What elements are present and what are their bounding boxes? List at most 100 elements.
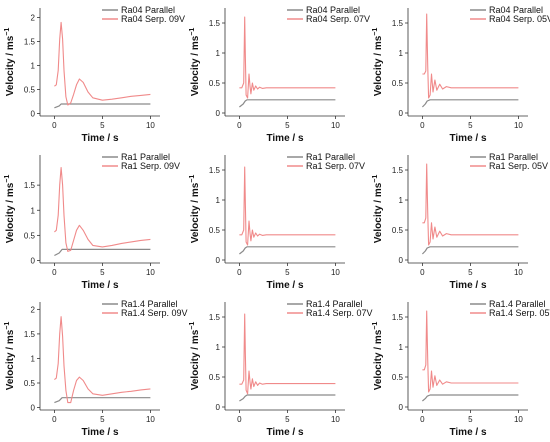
y-tick-label: 0 bbox=[31, 404, 36, 413]
y-tick-label: 1.5 bbox=[24, 38, 36, 47]
chart-panel-1: 0 0.5 1 1.5 2 0 5 10 Time / s Velocity / ms−1 Ra04… bbox=[4, 5, 185, 144]
legend-label: Ra04 Serp. 05V bbox=[489, 14, 550, 24]
y-axis-title: Velocity / ms−1 bbox=[4, 175, 16, 244]
y-axis-title: Velocity / ms−1 bbox=[372, 322, 384, 391]
y-tick-label: 0 bbox=[399, 256, 404, 265]
series-line-parallel bbox=[54, 397, 151, 404]
legend-label: Ra04 Serp. 07V bbox=[306, 14, 370, 24]
series-line-parallel bbox=[422, 394, 519, 402]
y-tick-label: 0.5 bbox=[209, 373, 221, 382]
series-line-serpentine bbox=[54, 167, 151, 252]
y-axis-title: Velocity / ms−1 bbox=[189, 28, 201, 97]
y-axis-title-text: Velocity / ms bbox=[190, 329, 201, 390]
series-line-serpentine bbox=[422, 163, 519, 246]
chart-panel-5: 0 0.5 1 1.5 0 5 10 Time / s Velocity / ms−1 Ra1 P… bbox=[189, 152, 365, 291]
y-axis-title-superscript: −1 bbox=[372, 28, 379, 36]
x-tick-label: 0 bbox=[237, 121, 242, 130]
x-tick-label: 0 bbox=[52, 268, 57, 277]
series-line-parallel bbox=[54, 103, 151, 109]
legend-label: Ra04 Parallel bbox=[489, 5, 543, 15]
series-line-serpentine bbox=[239, 313, 336, 395]
legend-label: Ra1.4 Parallel bbox=[121, 299, 178, 309]
x-axis-title: Time / s bbox=[449, 280, 486, 291]
legend-label: Ra1 Serp. 09V bbox=[121, 161, 180, 171]
y-axis-title-text: Velocity / ms bbox=[373, 329, 384, 390]
y-axis-title-text: Velocity / ms bbox=[190, 35, 201, 96]
x-tick-label: 10 bbox=[146, 121, 155, 130]
legend-label: Ra1.4 Parallel bbox=[489, 299, 546, 309]
y-tick-label: 1.5 bbox=[24, 181, 36, 190]
y-tick-label: 0.5 bbox=[24, 379, 36, 388]
x-tick-label: 0 bbox=[237, 268, 242, 277]
y-tick-label: 1 bbox=[216, 343, 221, 352]
y-axis-title: Velocity / ms−1 bbox=[4, 28, 16, 97]
x-tick-label: 10 bbox=[331, 268, 340, 277]
y-tick-label: 0 bbox=[216, 403, 221, 412]
legend-label: Ra1 Parallel bbox=[489, 152, 538, 162]
legend-label: Ra1 Parallel bbox=[306, 152, 355, 162]
y-axis-title-superscript: −1 bbox=[189, 322, 196, 330]
y-tick-label: 0.5 bbox=[392, 373, 404, 382]
series-line-serpentine bbox=[54, 316, 151, 404]
x-axis-title: Time / s bbox=[266, 133, 303, 144]
x-axis-title: Time / s bbox=[81, 427, 118, 438]
series-line-parallel bbox=[421, 99, 519, 108]
y-tick-label: 0.5 bbox=[24, 231, 36, 240]
x-tick-label: 10 bbox=[331, 415, 340, 424]
y-tick-label: 1 bbox=[31, 354, 36, 363]
y-axis-title: Velocity / ms−1 bbox=[372, 175, 384, 244]
series-line-parallel bbox=[239, 99, 336, 108]
y-axis-title-superscript: −1 bbox=[4, 28, 11, 36]
series-line-parallel bbox=[54, 248, 151, 257]
y-axis-title-superscript: −1 bbox=[372, 322, 379, 330]
x-axis-title: Time / s bbox=[266, 427, 303, 438]
y-tick-label: 1.5 bbox=[209, 313, 221, 322]
chart-panel-7: 0 0.5 1 1.5 2 0 5 10 Time / s Velocity / ms−1 Ra1.… bbox=[4, 299, 188, 438]
y-tick-label: 1.5 bbox=[392, 313, 404, 322]
chart-panel-4: 0 0.5 1 1.5 0 5 10 Time / s Velocity / ms−1 Ra1 P… bbox=[4, 152, 180, 291]
series-line-serpentine bbox=[54, 21, 151, 106]
x-tick-label: 10 bbox=[146, 415, 155, 424]
y-tick-label: 0 bbox=[31, 256, 36, 265]
y-tick-label: 2 bbox=[31, 14, 36, 23]
y-axis-title-text: Velocity / ms bbox=[373, 182, 384, 243]
legend-label: Ra04 Parallel bbox=[121, 5, 175, 15]
y-tick-label: 0.5 bbox=[24, 86, 36, 95]
y-tick-label: 1.5 bbox=[392, 166, 404, 175]
x-tick-label: 5 bbox=[285, 415, 290, 424]
x-tick-label: 5 bbox=[468, 415, 473, 424]
series-line-parallel bbox=[239, 394, 336, 402]
chart-panel-9: 0 0.5 1 1.5 0 5 10 Time / s Velocity / ms−1 Ra1.4… bbox=[372, 299, 550, 438]
y-tick-label: 1 bbox=[399, 196, 404, 205]
x-tick-label: 5 bbox=[100, 268, 105, 277]
x-tick-label: 5 bbox=[468, 121, 473, 130]
x-tick-label: 10 bbox=[514, 268, 523, 277]
x-tick-label: 5 bbox=[285, 268, 290, 277]
legend-label: Ra1.4 Parallel bbox=[306, 299, 363, 309]
y-axis-title-superscript: −1 bbox=[189, 28, 196, 36]
y-tick-label: 0.5 bbox=[209, 79, 221, 88]
y-axis-title-text: Velocity / ms bbox=[5, 182, 16, 243]
x-tick-label: 5 bbox=[285, 121, 290, 130]
y-axis-title-superscript: −1 bbox=[189, 175, 196, 183]
y-axis-title-superscript: −1 bbox=[372, 175, 379, 183]
y-tick-label: 1.5 bbox=[392, 19, 404, 28]
series-line-serpentine bbox=[239, 166, 336, 246]
x-tick-label: 10 bbox=[514, 121, 523, 130]
y-tick-label: 0 bbox=[216, 109, 221, 118]
y-tick-label: 1 bbox=[31, 62, 36, 71]
y-tick-label: 1 bbox=[31, 206, 36, 215]
x-tick-label: 0 bbox=[420, 415, 425, 424]
legend-label: Ra1.4 Serp. 05V bbox=[489, 308, 550, 318]
y-axis-title-text: Velocity / ms bbox=[5, 329, 16, 390]
chart-panel-6: 0 0.5 1 1.5 0 5 10 Time / s Velocity / ms−1 Ra1 P… bbox=[372, 152, 548, 291]
y-axis-title: Velocity / ms−1 bbox=[4, 322, 16, 391]
y-axis-title-superscript: −1 bbox=[4, 322, 11, 330]
chart-panel-2: 0 0.5 1 1.5 0 5 10 Time / s Velocity / ms−1 Ra04 … bbox=[189, 5, 370, 144]
x-tick-label: 10 bbox=[331, 121, 340, 130]
y-tick-label: 0.5 bbox=[392, 226, 404, 235]
x-tick-label: 10 bbox=[514, 415, 523, 424]
chart-panel-3: 0 0.5 1 1.5 0 5 10 Time / s Velocity / ms−1 Ra04 … bbox=[372, 5, 550, 144]
y-tick-label: 2 bbox=[31, 305, 36, 314]
